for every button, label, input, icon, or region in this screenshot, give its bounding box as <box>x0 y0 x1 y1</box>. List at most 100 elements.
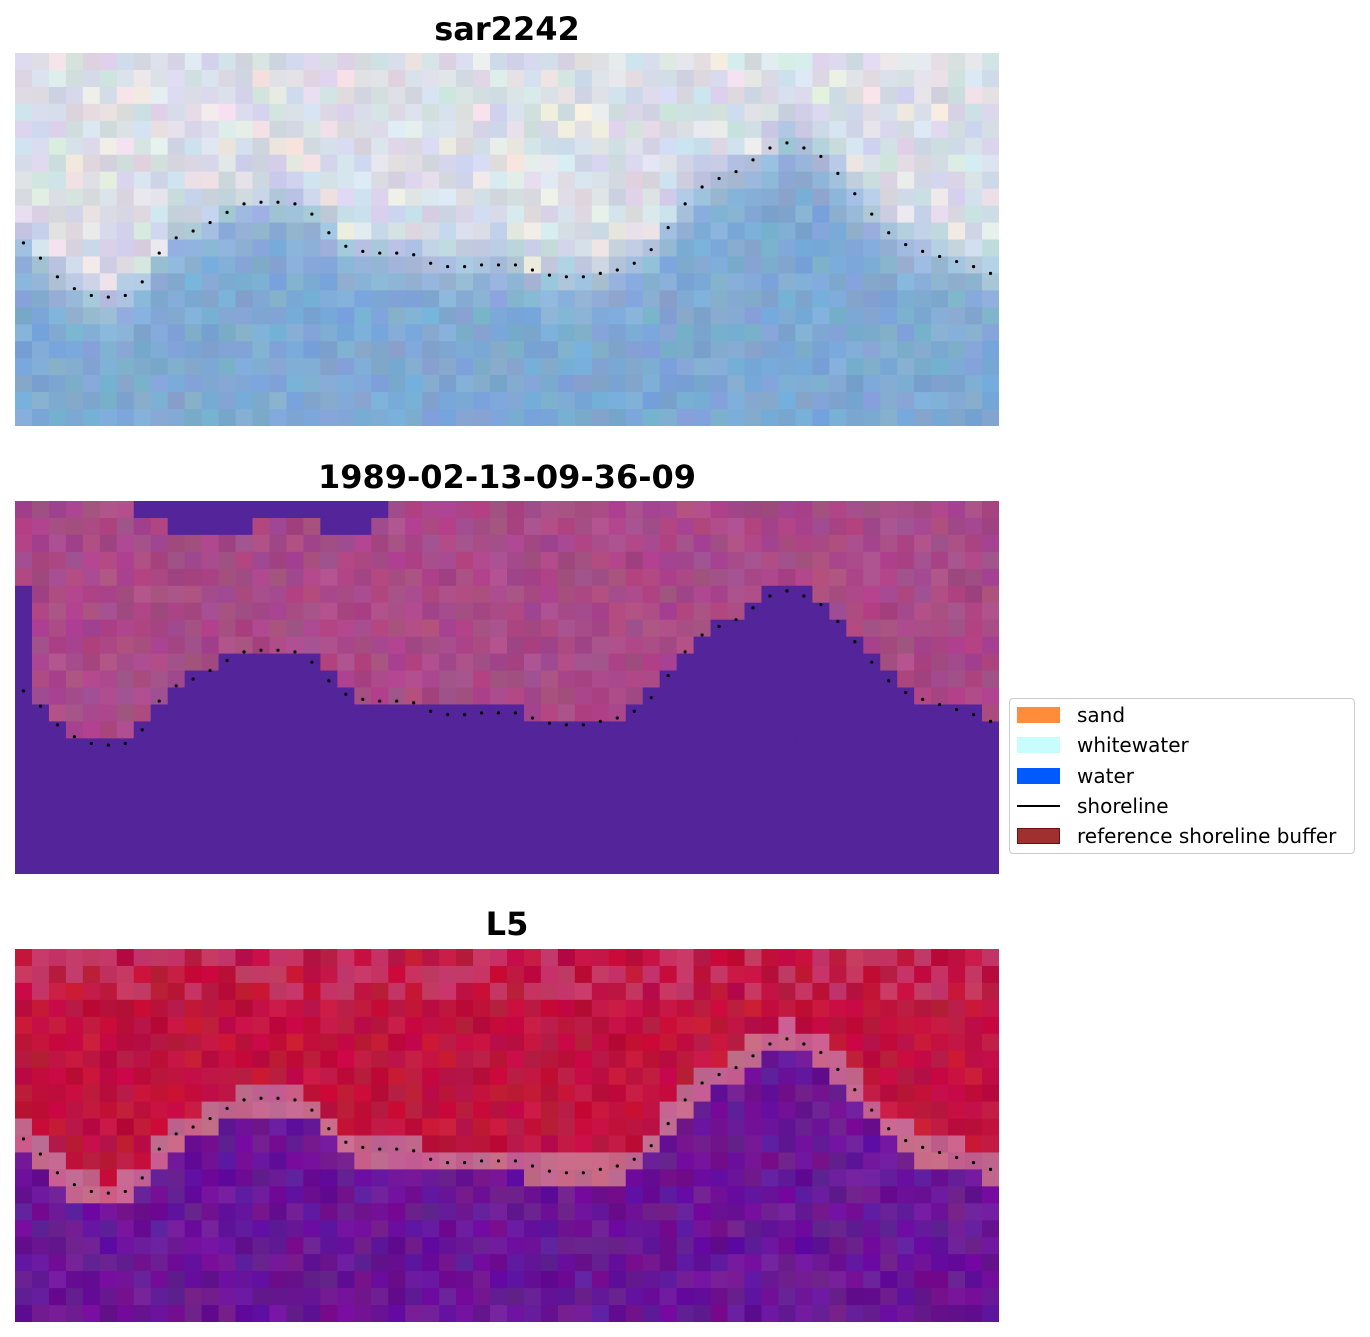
classified-pixel <box>693 670 712 689</box>
sar-pixel <box>642 137 661 156</box>
classified-pixel <box>167 585 186 604</box>
sar-pixel <box>371 171 389 190</box>
classified-pixel <box>15 721 33 739</box>
sar-pixel <box>167 154 186 173</box>
probability-pixel <box>184 1254 203 1272</box>
probability-pixel <box>693 1169 712 1187</box>
classified-pixel <box>65 755 84 773</box>
sar-pixel <box>914 86 932 105</box>
sar-pixel <box>676 86 695 105</box>
probability-pixel <box>269 982 288 1001</box>
probability-pixel <box>574 1152 593 1171</box>
classified-pixel <box>201 704 220 723</box>
classified-pixel <box>863 789 881 807</box>
probability-pixel <box>778 1220 797 1238</box>
sar-pixel <box>337 86 355 105</box>
probability-pixel <box>99 1050 118 1069</box>
classified-pixel <box>761 823 780 841</box>
classified-pixel <box>490 619 508 638</box>
sar-pixel <box>116 239 135 258</box>
probability-pixel <box>320 1169 338 1187</box>
probability-pixel <box>761 982 780 1001</box>
probability-pixel <box>693 1016 712 1035</box>
probability-pixel <box>15 1118 33 1137</box>
sar-pixel <box>286 256 305 275</box>
sar-pixel <box>676 53 695 71</box>
probability-pixel <box>846 1118 864 1137</box>
probability-pixel <box>354 965 372 984</box>
probability-pixel <box>15 1016 33 1035</box>
sar-pixel <box>116 290 135 308</box>
probability-pixel <box>252 1305 271 1322</box>
shoreline-point <box>174 684 178 688</box>
classified-pixel <box>812 636 830 655</box>
probability-pixel <box>693 1101 712 1120</box>
probability-pixel <box>133 1135 152 1154</box>
classified-pixel <box>252 619 271 638</box>
sar-pixel <box>150 341 169 359</box>
sar-pixel <box>15 307 33 325</box>
probability-pixel <box>591 1033 610 1052</box>
sar-pixel <box>948 324 966 342</box>
sar-pixel <box>931 188 949 207</box>
probability-pixel <box>388 1237 406 1255</box>
classified-pixel <box>456 653 474 672</box>
sar-pixel <box>150 324 169 342</box>
probability-pixel <box>116 1152 135 1171</box>
probability-pixel <box>676 1288 695 1306</box>
classified-pixel <box>608 687 627 706</box>
probability-pixel <box>99 1237 118 1255</box>
classified-pixel <box>269 501 288 519</box>
classified-pixel <box>897 670 915 689</box>
sar-pixel <box>269 324 288 342</box>
sar-pixel <box>574 53 593 71</box>
classified-pixel <box>82 738 101 756</box>
classified-pixel <box>608 551 627 570</box>
probability-pixel <box>286 1203 305 1221</box>
sar-pixel <box>388 375 406 393</box>
probability-pixel <box>320 1016 338 1035</box>
probability-pixel <box>608 1084 627 1103</box>
classified-pixel <box>82 840 101 858</box>
sar-pixel <box>574 256 593 275</box>
probability-pixel <box>642 1220 661 1238</box>
probability-pixel <box>778 982 797 1001</box>
probability-pixel <box>235 1305 254 1322</box>
probability-pixel <box>523 1305 542 1322</box>
sar-pixel <box>591 273 610 291</box>
classified-pixel <box>388 602 406 621</box>
sar-pixel <box>184 273 203 291</box>
classified-pixel <box>931 772 949 790</box>
classified-pixel <box>880 619 898 638</box>
probability-pixel <box>82 1203 101 1221</box>
classified-pixel <box>778 636 797 655</box>
sar-pixel <box>405 53 423 71</box>
classified-pixel <box>354 534 372 553</box>
classified-pixel <box>727 534 746 553</box>
probability-pixel <box>218 1254 237 1272</box>
sar-pixel <box>608 341 627 359</box>
shoreline-point <box>717 624 721 629</box>
sar-pixel <box>405 137 423 156</box>
probability-pixel <box>473 1050 491 1069</box>
probability-pixel <box>965 1271 983 1289</box>
classified-pixel <box>642 517 661 536</box>
probability-pixel <box>235 1050 254 1069</box>
sar-pixel <box>388 341 406 359</box>
classified-pixel <box>693 857 712 874</box>
sar-pixel <box>982 53 999 71</box>
sar-pixel <box>880 171 898 190</box>
probability-pixel <box>456 999 474 1018</box>
sar-pixel <box>473 222 491 241</box>
sar-pixel <box>710 341 729 359</box>
classified-pixel <box>846 755 864 773</box>
sar-pixel <box>337 409 355 426</box>
classified-pixel <box>931 602 949 621</box>
sar-pixel <box>65 324 84 342</box>
probability-pixel <box>761 1203 780 1221</box>
classified-pixel <box>439 517 457 536</box>
shoreline-point <box>462 265 467 269</box>
probability-pixel <box>591 1271 610 1289</box>
sar-pixel <box>150 256 169 275</box>
sar-pixel <box>201 290 220 308</box>
